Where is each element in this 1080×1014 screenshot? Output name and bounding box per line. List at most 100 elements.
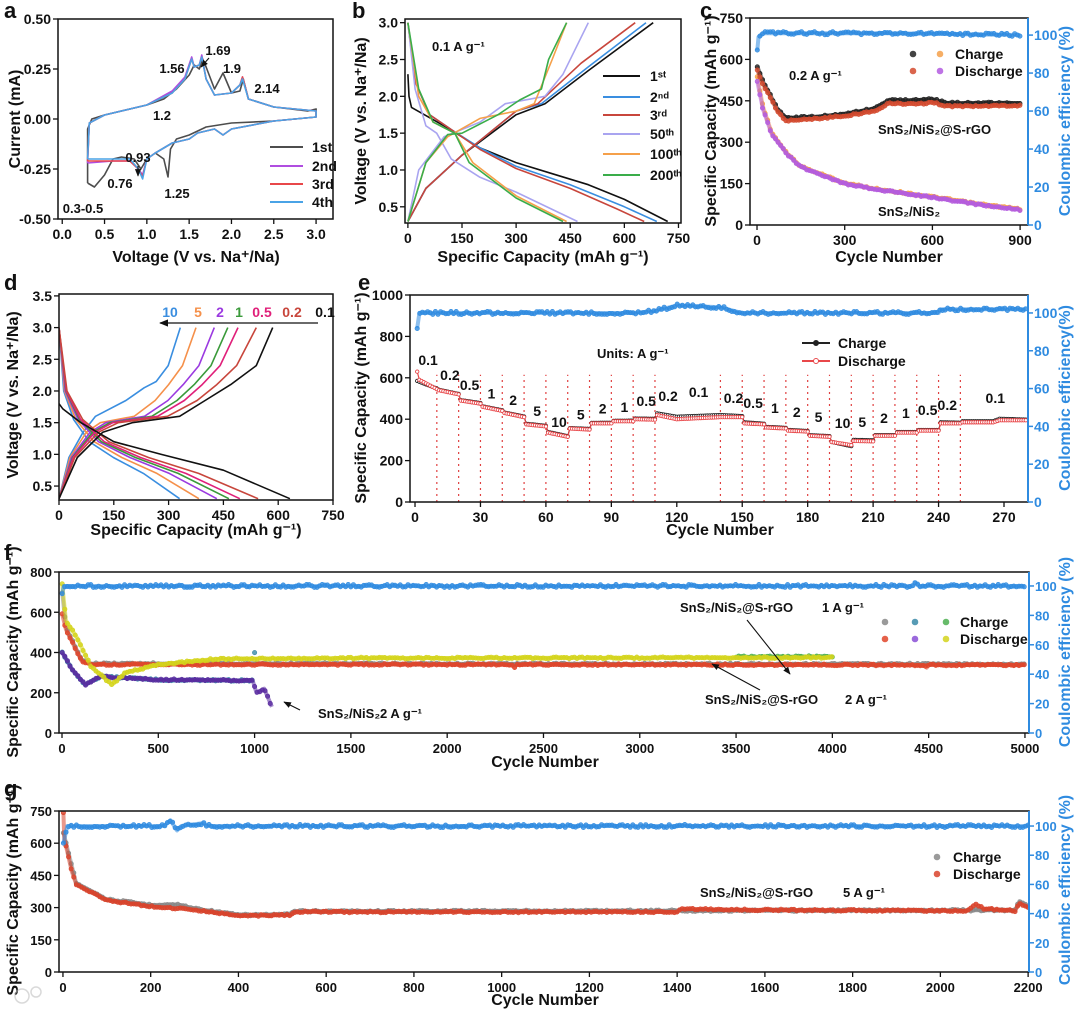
y2-tick-label: 100 xyxy=(1034,27,1058,43)
y-tick-label: 450 xyxy=(720,93,744,109)
x-tick-label: 60 xyxy=(538,509,554,525)
y-tick-label: 0 xyxy=(45,965,52,980)
data-point xyxy=(770,99,776,105)
data-point xyxy=(67,663,73,669)
panel-c: c0 300 600 9000150300450600750020406080100C… xyxy=(700,0,1074,266)
y-tick-label: 1.0 xyxy=(33,446,53,462)
legend-label: 0.5 xyxy=(252,304,272,320)
rate-label: 0.2 xyxy=(938,397,958,413)
y-tick-label: 1.5 xyxy=(379,125,399,141)
y-tick-label: 0.25 xyxy=(24,61,51,77)
rate-label: 0.2 xyxy=(658,388,678,404)
y2-tick-label: 20 xyxy=(1034,456,1050,472)
data-point xyxy=(170,819,176,825)
data-point xyxy=(1017,102,1023,108)
x-tick-label: 2200 xyxy=(1014,980,1043,995)
series-line xyxy=(407,22,590,222)
panel-letter: f xyxy=(4,540,12,565)
data-point xyxy=(456,392,461,397)
y-tick-label: 800 xyxy=(380,328,404,344)
legend-marker xyxy=(942,635,950,643)
annotation-arrow xyxy=(746,619,791,675)
data-point xyxy=(66,854,72,860)
data-point xyxy=(805,429,810,434)
annotation: 1 A g⁻¹ xyxy=(822,600,864,615)
y-tick-label: 750 xyxy=(720,10,744,26)
plot-area xyxy=(59,580,1027,708)
y-tick-label: 150 xyxy=(30,933,52,948)
x-axis-label: Cycle Number xyxy=(835,249,943,266)
rate-label: 0.5 xyxy=(460,377,480,393)
annotation: 1.69 xyxy=(205,43,230,58)
rate-label: 0.1 xyxy=(986,390,1006,406)
plot-frame xyxy=(58,293,334,501)
legend-label: 50ᵗʰ xyxy=(650,126,674,142)
legend-label: 200ᵗʰ xyxy=(650,167,682,183)
series-line xyxy=(59,327,239,499)
data-point xyxy=(565,434,570,439)
legend-label: 2 xyxy=(216,304,224,320)
rate-label: 5 xyxy=(858,414,866,430)
y-tick-label: 1.0 xyxy=(379,162,399,178)
x-axis-label: Specific Capacity (mAh g⁻¹) xyxy=(437,249,648,266)
y-tick-label: 150 xyxy=(720,176,744,192)
plot-area xyxy=(59,327,291,500)
annotation-arrow xyxy=(711,663,761,691)
y-tick-label: 200 xyxy=(30,686,52,701)
data-point xyxy=(783,150,789,156)
legend-marker xyxy=(936,67,944,75)
data-point xyxy=(765,90,771,96)
x-tick-label: 5000 xyxy=(1010,741,1039,756)
data-point xyxy=(70,627,76,633)
legend: 1st 2nd 3rd 4th xyxy=(270,139,337,210)
legend-marker xyxy=(933,870,941,878)
x-axis-label: Cycle Number xyxy=(491,754,599,771)
x-axis-label: Cycle Number xyxy=(666,522,774,539)
series-line xyxy=(59,327,258,499)
rate-label: 2 xyxy=(509,392,517,408)
y-axis-label: Specific Capacity (mAh g⁻¹) xyxy=(5,784,22,995)
y-tick-label: 1.5 xyxy=(33,415,53,431)
series-line xyxy=(59,327,216,499)
data-point xyxy=(59,591,65,597)
y2-tick-label: 40 xyxy=(1034,141,1050,157)
panel-d: d 0 150 300 450 600 750 0.5 1.0 1.5 2.0 2.5 3.0 3.5 Sp… xyxy=(4,270,345,539)
data-point xyxy=(60,811,66,816)
annotation: 2 A g⁻¹ xyxy=(380,706,422,721)
series-line xyxy=(407,22,578,223)
series-band xyxy=(60,591,1026,667)
plot-area xyxy=(407,22,669,223)
data-point xyxy=(83,652,89,658)
rate-label: 0.5 xyxy=(637,393,657,409)
series-coulombic-efficiency xyxy=(754,29,1023,53)
x-tick-label: 1000 xyxy=(240,741,269,756)
annotation: SnS₂/NiS₂@S-rGO xyxy=(878,122,991,137)
data-point xyxy=(249,677,255,683)
y-tick-label: 0.00 xyxy=(24,111,51,127)
data-point xyxy=(791,157,797,163)
panel-letter: c xyxy=(700,0,712,23)
legend-label: 1ˢᵗ xyxy=(650,68,666,84)
data-point xyxy=(59,650,65,656)
y2-tick-label: 80 xyxy=(1034,65,1050,81)
annotation: 1.56 xyxy=(159,61,184,76)
legend-label: Discharge xyxy=(960,631,1028,647)
y-axis-label: Voltage (V vs. Na⁺/Na) xyxy=(5,311,22,478)
data-point xyxy=(772,136,778,142)
rate-label: 10 xyxy=(835,415,851,431)
panel-b: b 0 150 300 450 600 750 0.5 1.0 1.5 2.0 2.5 3.0 Speci… xyxy=(352,0,690,266)
x-tick-label: 210 xyxy=(861,509,885,525)
y-axis-label: Specific Capacity (mAh g⁻¹) xyxy=(353,292,370,503)
series-charge xyxy=(60,830,1029,919)
series-4th xyxy=(86,56,317,180)
y2-axis-label: Coulombic efficiency (%) xyxy=(1057,795,1074,985)
y-axis-label: Specific Capacity (mAh g⁻¹) xyxy=(5,546,22,757)
data-point xyxy=(892,433,898,438)
y2-tick-label: 60 xyxy=(1035,638,1049,653)
x-tick-label: 150 xyxy=(450,230,474,246)
panel-a: a 0.0 0.5 1.0 1.5 2.0 2.5 3.0 -0.50 -0.25 0.00 0.25… xyxy=(4,0,337,266)
series-0-1 xyxy=(59,327,291,500)
data-point xyxy=(772,105,778,111)
data-point xyxy=(765,120,771,126)
x-tick-label: 30 xyxy=(473,509,489,525)
